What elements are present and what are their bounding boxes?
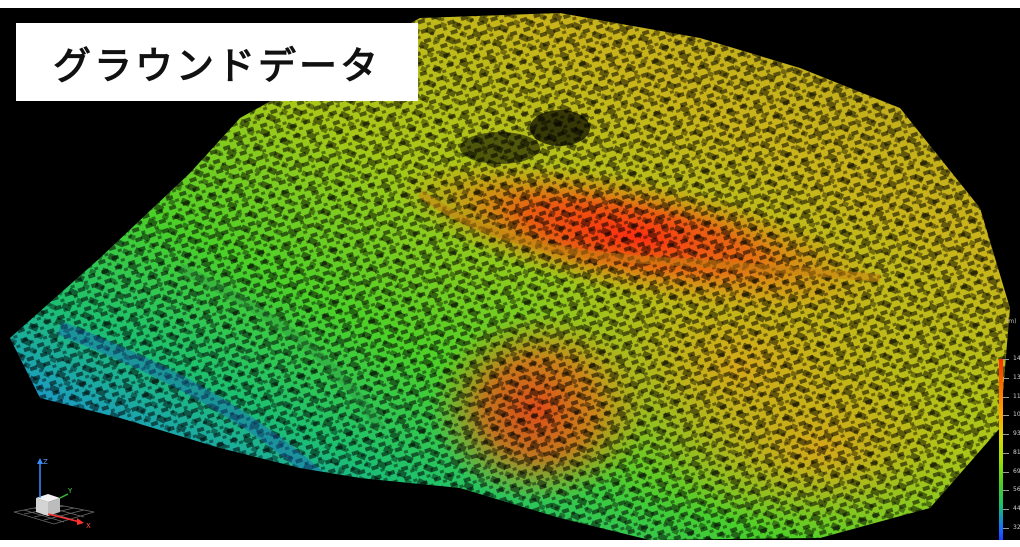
legend-color-bar <box>999 359 1003 540</box>
legend-unit: (m) <box>1006 318 1017 325</box>
legend-tick-mark <box>1003 359 1009 360</box>
y-axis-label: Y <box>67 487 73 495</box>
legend-tick-mark <box>1003 528 1009 529</box>
legend-tick-label: 130 <box>1013 374 1020 381</box>
legend-tick-label: 142 <box>1013 355 1020 362</box>
legend-tick-mark <box>1003 472 1009 473</box>
legend-tick-label: 32 <box>1013 524 1020 531</box>
legend-tick-mark <box>1003 509 1009 510</box>
legend-tick-label: 118 <box>1013 393 1020 400</box>
legend-tick-label: 105 <box>1013 411 1020 418</box>
cube-icon <box>36 494 60 516</box>
legend-tick-mark <box>1003 434 1009 435</box>
point-cloud-viewport[interactable]: グラウンドデータ Z X Y (m) <box>0 8 1020 540</box>
legend-tick-mark <box>1003 415 1009 416</box>
legend-tick-label: 56 <box>1013 486 1020 493</box>
title-box: グラウンドデータ <box>16 23 418 101</box>
legend-tick-label: 44 <box>1013 505 1020 512</box>
legend-tick-mark <box>1003 490 1009 491</box>
legend-tick-mark <box>1003 453 1009 454</box>
legend-tick-label: 93 <box>1013 430 1020 437</box>
terrain-elevation-map[interactable] <box>0 8 1020 540</box>
legend-tick-label: 81 <box>1013 449 1020 456</box>
axis-gizmo[interactable]: Z X Y <box>10 454 100 534</box>
x-axis-label: X <box>86 522 91 530</box>
legend-tick-mark <box>1003 397 1009 398</box>
page-title: グラウンドデータ <box>52 43 381 88</box>
legend-tick-mark <box>1003 378 1009 379</box>
elevation-color-legend: (m) 142 130 118 105 93 81 69 56 44 32 19 <box>992 318 1020 540</box>
z-axis-label: Z <box>43 458 48 466</box>
legend-tick-label: 69 <box>1013 468 1020 475</box>
